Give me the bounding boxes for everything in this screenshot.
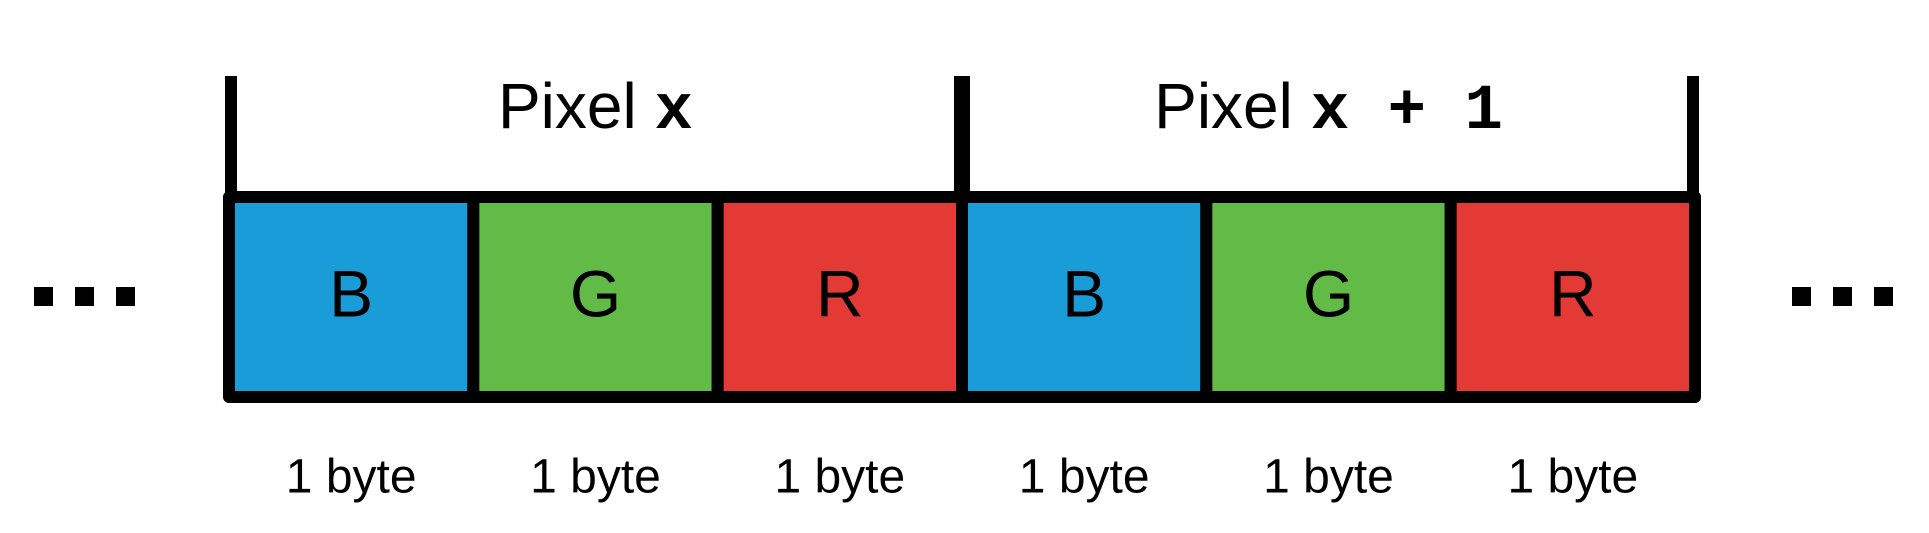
- channel-label: G: [570, 256, 621, 330]
- byte-size-label: 1 byte: [1507, 451, 1638, 504]
- channel-label: G: [1303, 256, 1354, 330]
- byte-cell: [1444, 191, 1701, 403]
- pixel-expr: x: [655, 76, 693, 148]
- byte-size-label: 1 byte: [1263, 451, 1394, 504]
- channel-label: B: [329, 256, 373, 330]
- channel-label: R: [816, 256, 864, 330]
- pixel-expr: x + 1: [1311, 76, 1503, 148]
- pixel-label: Pixel x + 1: [1154, 70, 1503, 148]
- pixel-word: Pixel: [1154, 70, 1293, 142]
- pixel-label: Pixel x: [498, 70, 693, 148]
- ellipsis-right: [1792, 287, 1893, 306]
- channel-label: B: [1062, 256, 1106, 330]
- byte-size-label: 1 byte: [1019, 451, 1150, 504]
- byte-size-label: 1 byte: [530, 451, 661, 504]
- channel-label: R: [1549, 256, 1597, 330]
- ellipsis-left: [34, 287, 135, 306]
- byte-size-label: 1 byte: [774, 451, 905, 504]
- byte-cell: [467, 191, 724, 403]
- pixel-word: Pixel: [498, 70, 637, 142]
- byte-cell: [223, 191, 480, 403]
- byte-size-label: 1 byte: [286, 451, 417, 504]
